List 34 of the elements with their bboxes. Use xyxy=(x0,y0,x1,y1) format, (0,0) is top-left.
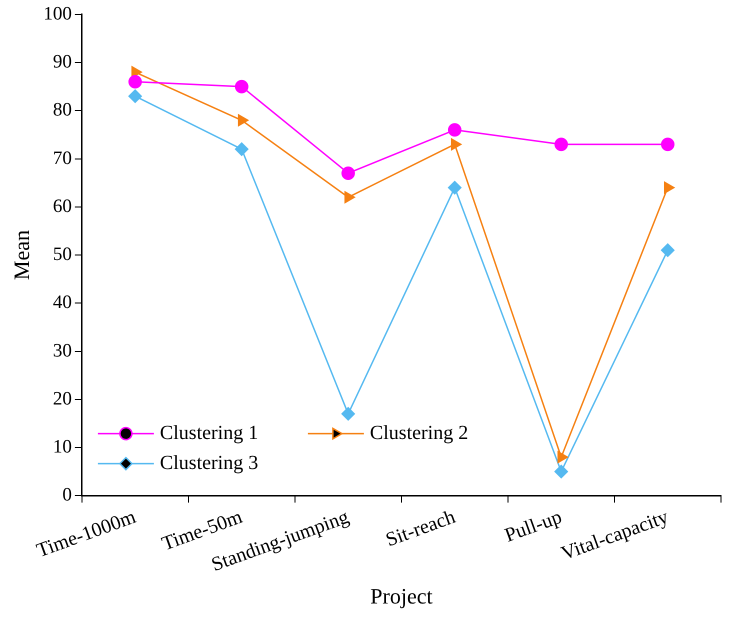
point xyxy=(557,451,568,464)
point xyxy=(341,407,355,421)
y-tick-label: 0 xyxy=(62,484,72,506)
legend-label: Clustering 1 xyxy=(160,422,258,444)
point xyxy=(554,138,568,152)
point xyxy=(660,243,674,257)
point xyxy=(341,166,355,180)
point xyxy=(660,138,674,152)
point xyxy=(128,89,142,103)
point xyxy=(448,123,462,137)
y-axis-title: Mean xyxy=(8,230,34,280)
point xyxy=(554,464,568,478)
y-tick-label: 90 xyxy=(52,52,72,73)
point xyxy=(234,142,248,156)
y-tick-label: 60 xyxy=(52,196,72,217)
point xyxy=(238,114,248,126)
point xyxy=(448,180,462,194)
y-tick-label: 10 xyxy=(52,436,72,458)
y-tick-label: 100 xyxy=(43,3,72,24)
point xyxy=(234,80,248,94)
y-tick-label: 30 xyxy=(52,340,72,362)
y-tick-label: 80 xyxy=(52,100,72,121)
y-tick-label: 40 xyxy=(52,292,72,314)
point xyxy=(344,191,355,204)
point xyxy=(450,138,462,150)
y-tick-label: 50 xyxy=(52,244,72,266)
x-axis-title: Project xyxy=(370,584,433,609)
legend-label: Clustering 3 xyxy=(160,452,258,474)
point xyxy=(128,75,142,89)
legend-label: Clustering 2 xyxy=(370,422,468,444)
y-tick-label: 20 xyxy=(52,388,72,410)
point xyxy=(664,182,674,194)
x-tick-label: Pull-up xyxy=(502,506,565,547)
y-tick-label: 70 xyxy=(52,148,72,169)
